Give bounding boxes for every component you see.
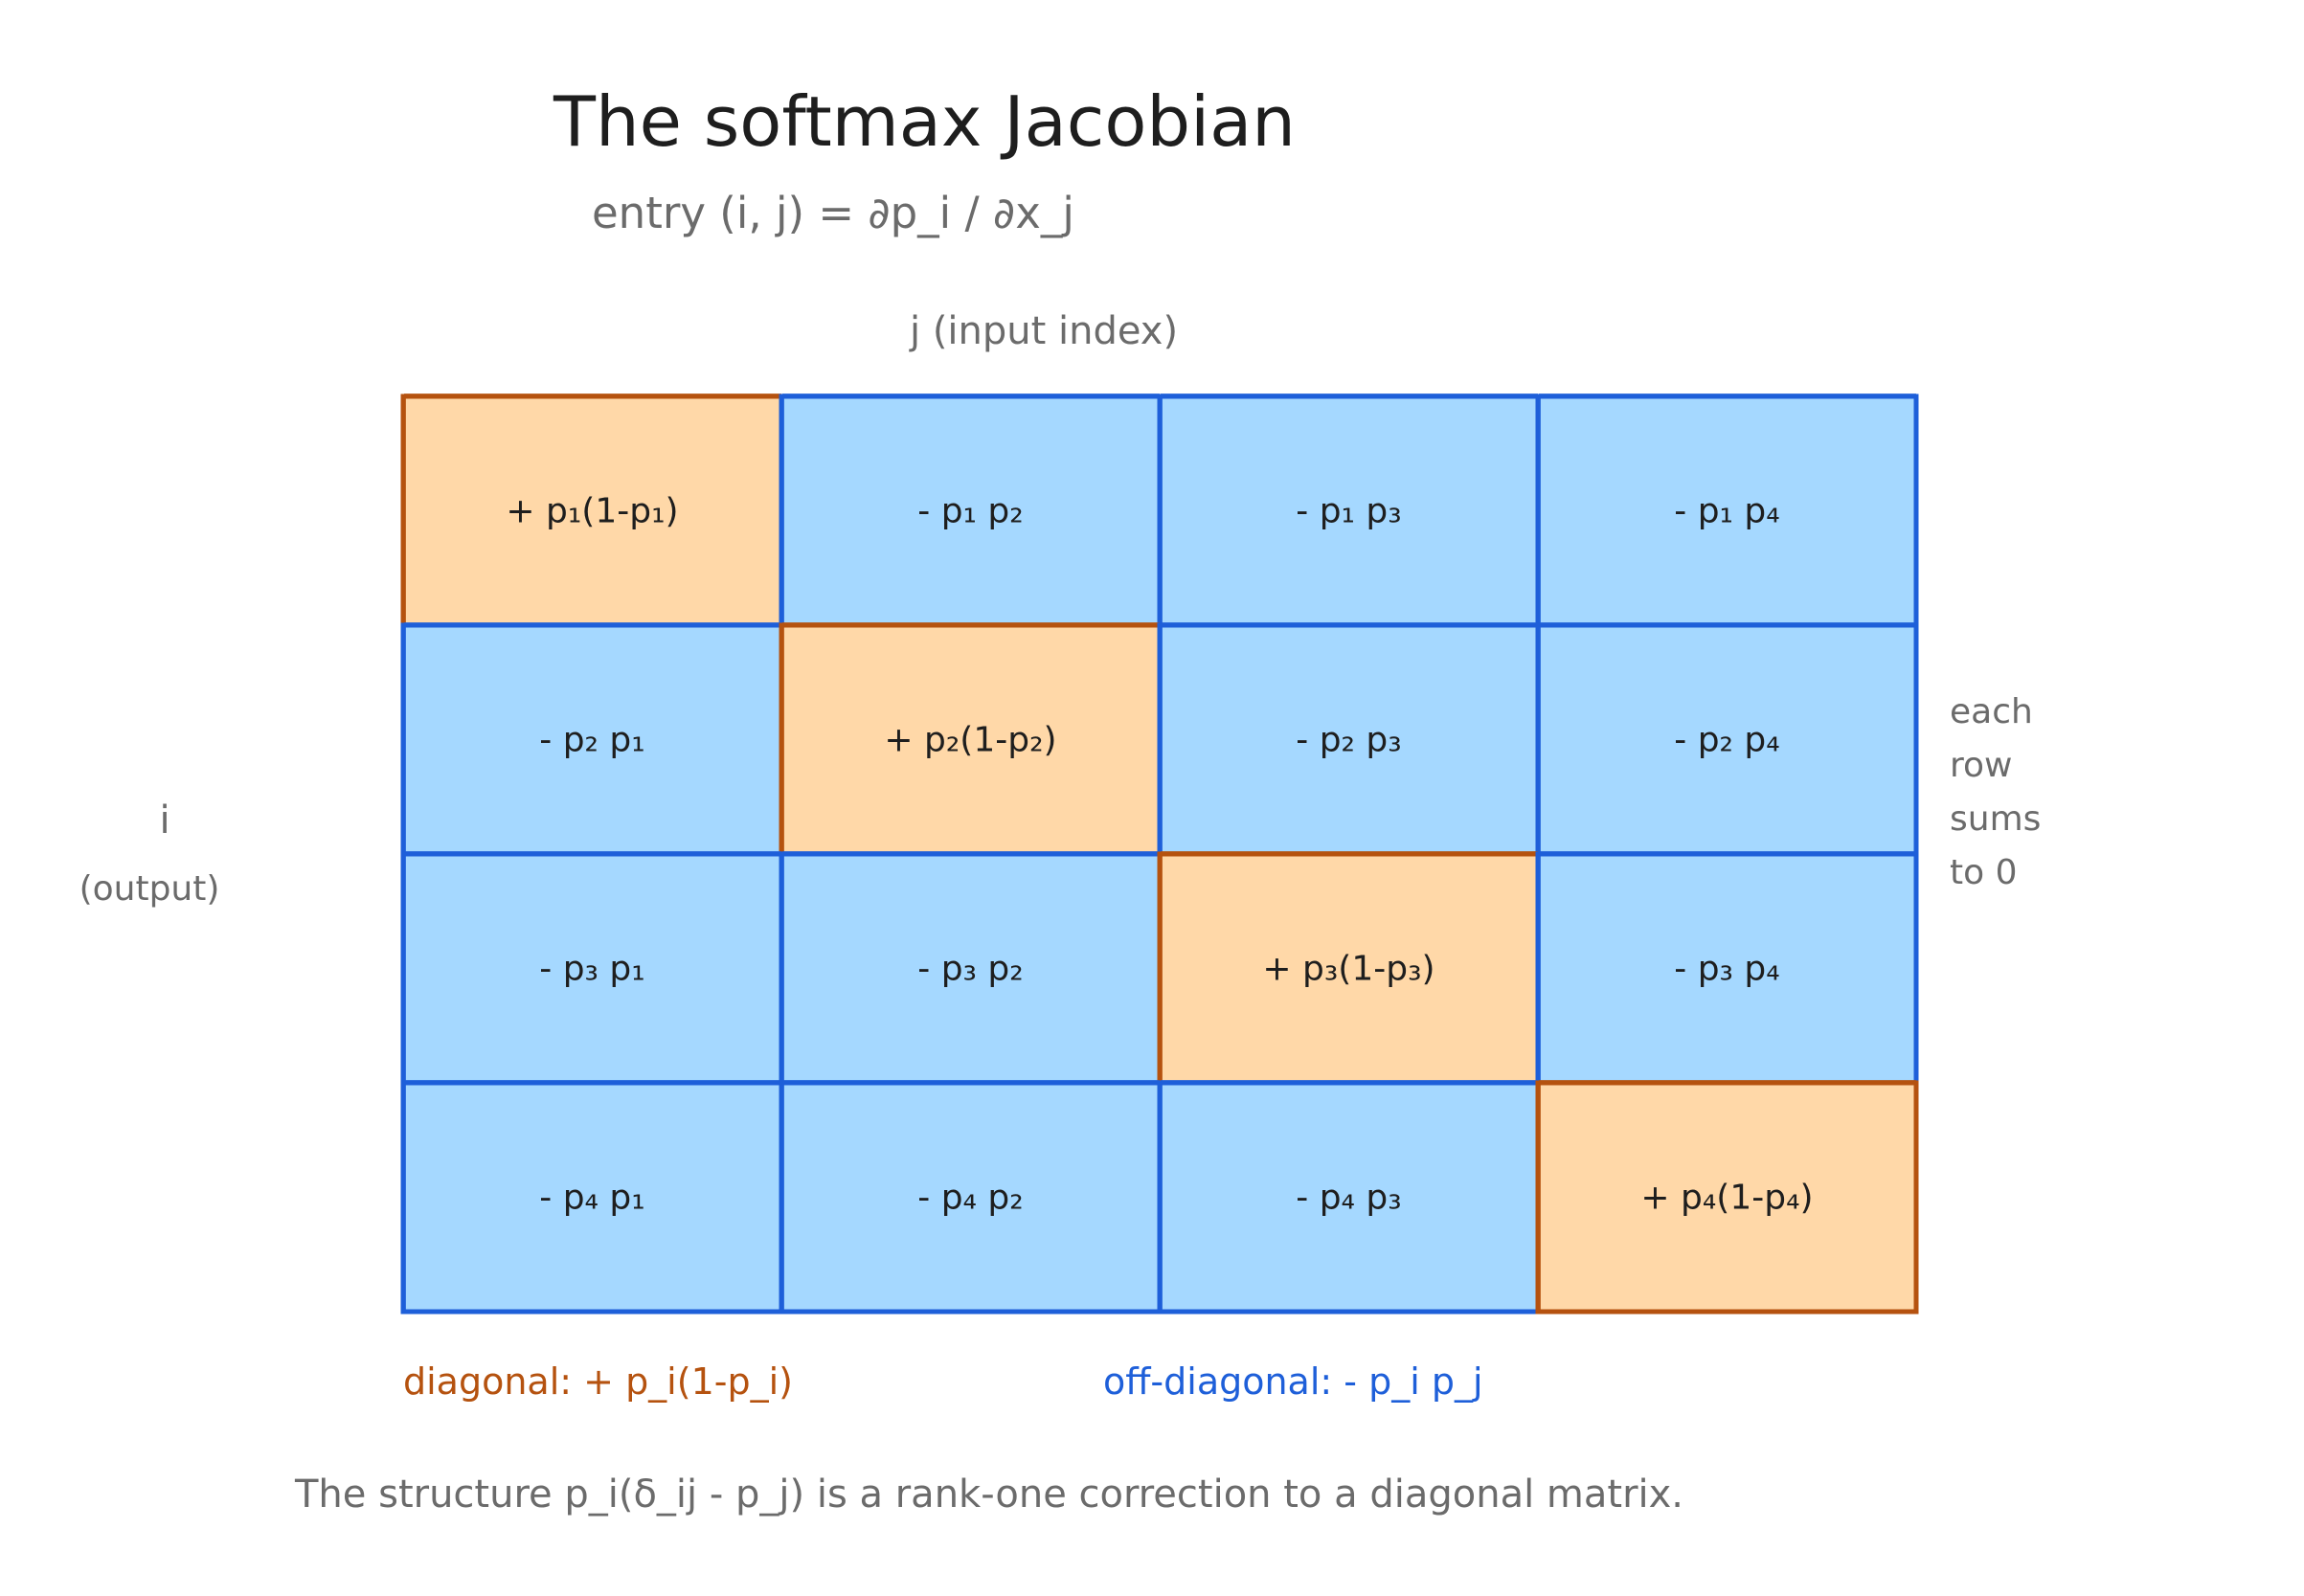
column-axis-label: j (input index)	[909, 309, 1178, 353]
matrix-cell-label: - p₂ p₁	[539, 721, 644, 760]
jacobian-matrix: + p₁(1-p₁) - p₁ p₂ - p₁ p₃ - p₁ p₄ - p₂ p₁ + …	[400, 393, 1919, 1315]
matrix-cell-label: - p₁ p₃	[1296, 492, 1401, 531]
matrix-cell-label: - p₂ p₄	[1674, 721, 1779, 760]
matrix-cell-label: + p₃(1-p₃)	[1262, 950, 1434, 989]
legend-off-diagonal: off-diagonal: - p_i p_j	[1103, 1360, 1483, 1403]
matrix-cell-box	[1535, 851, 1919, 1086]
matrix-cell-box	[779, 851, 1163, 1086]
matrix-cell-box	[1535, 622, 1919, 857]
matrix-cell-offdiagonal: - p₃ p₁	[400, 851, 784, 1086]
footer-note: The structure p_i(δ_ij - p_j) is a rank-…	[294, 1472, 1683, 1517]
matrix-cell-label: - p₂ p₃	[1296, 721, 1401, 760]
matrix-cell-diagonal: + p₄(1-p₄)	[1535, 1080, 1919, 1315]
legend-diagonal: diagonal: + p_i(1-p_i)	[403, 1360, 793, 1403]
matrix-cell-label: + p₄(1-p₄)	[1640, 1179, 1813, 1218]
matrix-cell-label: - p₁ p₄	[1674, 492, 1779, 531]
matrix-cell-label: + p₁(1-p₁)	[506, 492, 678, 531]
matrix-cell-offdiagonal: - p₁ p₃	[1157, 393, 1541, 628]
matrix-cell-offdiagonal: - p₃ p₂	[779, 851, 1163, 1086]
side-note-line: sums	[1950, 799, 2041, 839]
matrix-cell-box	[400, 1080, 784, 1315]
matrix-cell-box	[1535, 1080, 1919, 1315]
matrix-cell-label: - p₃ p₄	[1674, 950, 1779, 989]
matrix-cell-offdiagonal: - p₁ p₂	[779, 393, 1163, 628]
matrix-cell-offdiagonal: - p₄ p₃	[1157, 1080, 1541, 1315]
matrix-cell-label: - p₁ p₂	[917, 492, 1023, 531]
matrix-cell-label: - p₄ p₃	[1296, 1179, 1401, 1218]
matrix-cell-label: - p₃ p₂	[917, 950, 1023, 989]
matrix-cell-offdiagonal: - p₄ p₂	[779, 1080, 1163, 1315]
matrix-cell-offdiagonal: - p₄ p₁	[400, 1080, 784, 1315]
matrix-cell-diagonal: + p₁(1-p₁)	[400, 393, 784, 628]
row-axis-label-output: (output)	[79, 869, 220, 909]
matrix-cell-offdiagonal: - p₂ p₄	[1535, 622, 1919, 857]
matrix-cell-box	[779, 1080, 1163, 1315]
matrix-cell-box	[779, 622, 1163, 857]
matrix-cell-sketch-outline	[1539, 1080, 1916, 1314]
matrix-cell-box	[400, 851, 784, 1086]
side-note-line: each	[1950, 692, 2033, 731]
matrix-cell-label: - p₄ p₂	[917, 1179, 1023, 1218]
side-note-line: to 0	[1950, 853, 2018, 892]
matrix-cell-offdiagonal: - p₂ p₃	[1157, 622, 1541, 857]
matrix-cell-offdiagonal: - p₃ p₄	[1535, 851, 1919, 1086]
matrix-cell-box	[779, 393, 1163, 628]
matrix-cell-offdiagonal: - p₂ p₁	[400, 622, 784, 857]
matrix-cell-label: - p₄ p₁	[539, 1179, 644, 1218]
row-axis-label-i: i	[159, 798, 169, 843]
side-note: each row sums to 0	[1950, 692, 2041, 892]
matrix-cell-diagonal: + p₂(1-p₂)	[779, 622, 1163, 857]
matrix-cell-box	[1157, 393, 1541, 628]
side-note-line: row	[1950, 746, 2012, 785]
matrix-cell-box	[400, 622, 784, 857]
matrix-cell-box	[1535, 393, 1919, 628]
matrix-cell-label: - p₃ p₁	[539, 950, 644, 989]
matrix-cell-offdiagonal: - p₁ p₄	[1535, 393, 1919, 628]
diagram-title: The softmax Jacobian	[553, 81, 1296, 162]
matrix-cell-diagonal: + p₃(1-p₃)	[1157, 851, 1541, 1086]
matrix-cell-label: + p₂(1-p₂)	[884, 721, 1056, 760]
diagram-subtitle: entry (i, j) = ∂p_i / ∂x_j	[592, 188, 1074, 238]
matrix-cell-box	[1157, 622, 1541, 857]
matrix-cell-box	[400, 393, 784, 628]
